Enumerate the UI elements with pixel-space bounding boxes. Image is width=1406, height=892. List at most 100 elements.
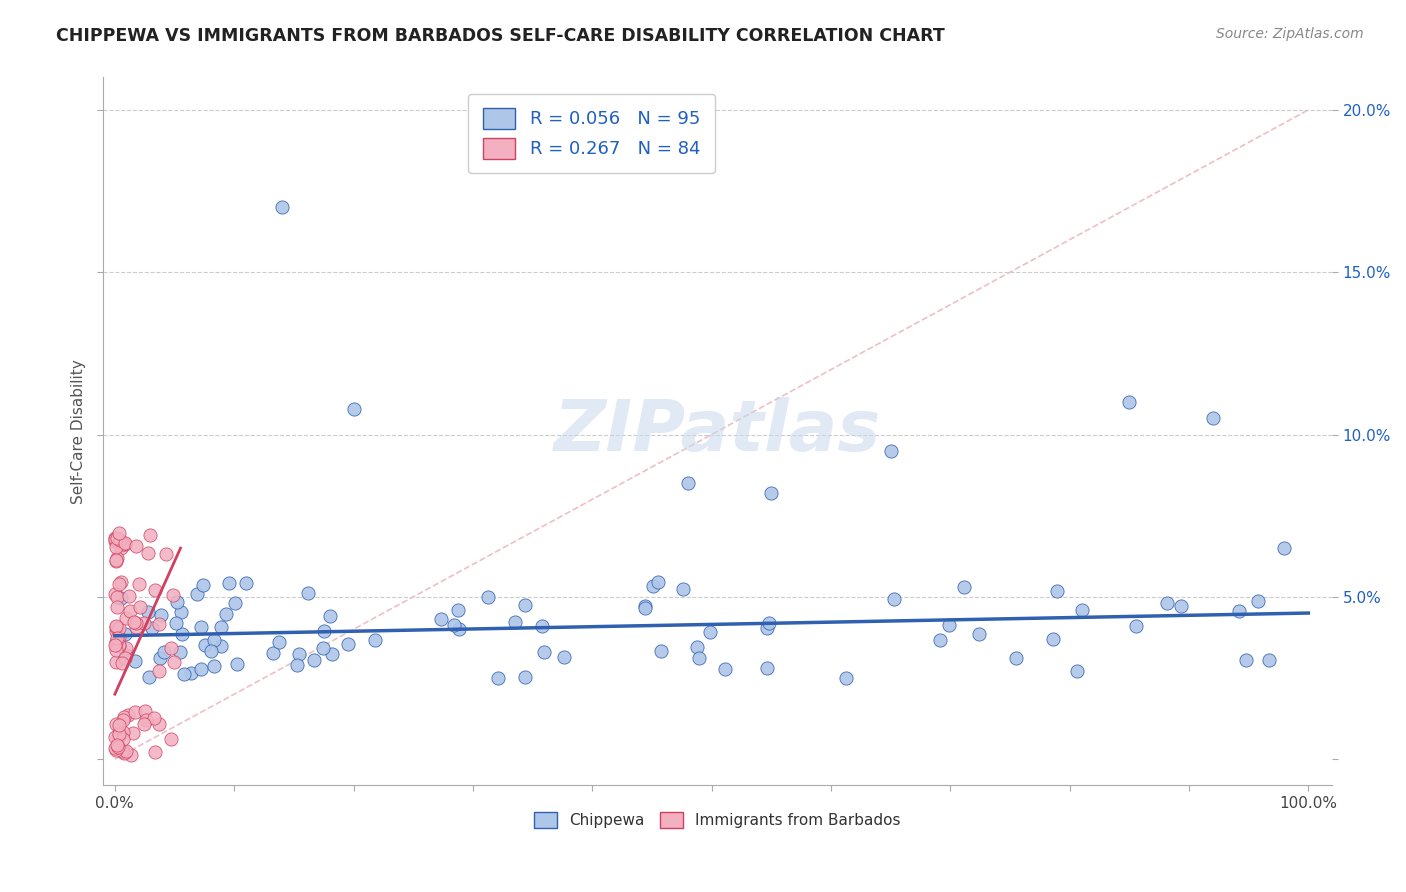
Point	[143, 745, 166, 759]
Point	[190, 620, 212, 634]
Point	[214, 607, 236, 621]
Point	[108, 725, 131, 739]
Point	[162, 588, 184, 602]
Point	[686, 640, 709, 655]
Point	[148, 717, 170, 731]
Point	[105, 532, 128, 546]
Point	[143, 711, 166, 725]
Point	[104, 730, 127, 744]
Point	[111, 537, 134, 551]
Point	[1066, 664, 1088, 678]
Point	[285, 658, 308, 673]
Point	[114, 610, 136, 624]
Point	[104, 634, 127, 648]
Point	[114, 537, 136, 551]
Point	[262, 646, 284, 660]
Point	[180, 665, 202, 680]
Point	[533, 644, 555, 658]
Point	[114, 536, 136, 550]
Point	[125, 620, 148, 634]
Point	[209, 620, 232, 634]
Point	[449, 623, 471, 637]
Point	[443, 617, 465, 632]
Point	[513, 598, 536, 612]
Point	[134, 704, 156, 718]
Point	[321, 648, 343, 662]
Point	[967, 627, 990, 641]
Text: Source: ZipAtlas.com: Source: ZipAtlas.com	[1216, 27, 1364, 41]
Point	[755, 660, 778, 674]
Point	[117, 708, 139, 723]
Point	[342, 401, 364, 416]
Point	[879, 443, 901, 458]
Point	[114, 651, 136, 665]
Point	[1257, 653, 1279, 667]
Point	[129, 600, 152, 615]
Point	[110, 541, 132, 555]
Point	[553, 650, 575, 665]
Point	[105, 624, 128, 639]
Point	[107, 717, 129, 731]
Point	[108, 727, 131, 741]
Point	[105, 590, 128, 604]
Point	[105, 634, 128, 648]
Point	[1042, 632, 1064, 647]
Point	[112, 709, 135, 723]
Point	[105, 655, 128, 669]
Point	[202, 633, 225, 648]
Point	[104, 553, 127, 567]
Point	[928, 632, 950, 647]
Point	[503, 615, 526, 629]
Point	[169, 645, 191, 659]
Point	[108, 638, 131, 652]
Point	[314, 624, 336, 639]
Point	[883, 592, 905, 607]
Point	[152, 645, 174, 659]
Point	[191, 577, 214, 591]
Point	[688, 651, 710, 665]
Y-axis label: Self-Care Disability: Self-Care Disability	[72, 359, 86, 504]
Point	[1202, 411, 1225, 425]
Point	[105, 632, 128, 646]
Point	[953, 580, 976, 594]
Point	[319, 609, 342, 624]
Point	[1046, 584, 1069, 599]
Point	[647, 574, 669, 589]
Point	[634, 599, 657, 613]
Point	[134, 717, 156, 731]
Text: ZIPatlas: ZIPatlas	[554, 397, 882, 466]
Point	[110, 591, 132, 605]
Point	[107, 739, 129, 754]
Point	[132, 615, 155, 630]
Point	[938, 617, 960, 632]
Point	[835, 671, 858, 685]
Point	[107, 731, 129, 745]
Point	[141, 621, 163, 635]
Legend: Chippewa, Immigrants from Barbados: Chippewa, Immigrants from Barbados	[529, 805, 907, 834]
Point	[194, 638, 217, 652]
Point	[114, 627, 136, 641]
Point	[112, 745, 135, 759]
Point	[1170, 599, 1192, 613]
Point	[159, 732, 181, 747]
Point	[676, 476, 699, 491]
Point	[224, 596, 246, 610]
Point	[271, 200, 294, 214]
Point	[124, 705, 146, 719]
Point	[166, 595, 188, 609]
Point	[104, 743, 127, 757]
Point	[714, 662, 737, 676]
Point	[364, 633, 387, 648]
Point	[149, 650, 172, 665]
Point	[1227, 604, 1250, 618]
Point	[108, 621, 131, 635]
Point	[1004, 650, 1026, 665]
Point	[148, 664, 170, 678]
Point	[104, 638, 127, 652]
Point	[105, 619, 128, 633]
Point	[337, 637, 360, 651]
Point	[104, 587, 127, 601]
Point	[170, 627, 193, 641]
Text: CHIPPEWA VS IMMIGRANTS FROM BARBADOS SELF-CARE DISABILITY CORRELATION CHART: CHIPPEWA VS IMMIGRANTS FROM BARBADOS SEL…	[56, 27, 945, 45]
Point	[120, 604, 142, 618]
